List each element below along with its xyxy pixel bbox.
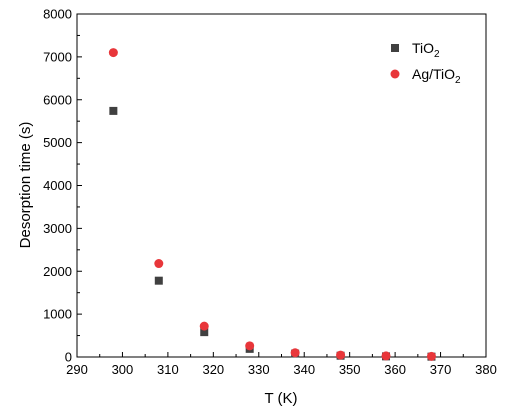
legend-label-ag-tio2: Ag/TiO2 [412, 66, 461, 86]
x-tick-label: 320 [202, 362, 224, 377]
legend-marker-tio2 [391, 44, 399, 52]
ag-tio2-point [108, 48, 118, 58]
tio2-point [200, 328, 209, 337]
y-tick-label: 4000 [43, 178, 72, 193]
y-tick-label: 3000 [43, 221, 72, 236]
x-tick-label: 330 [248, 362, 270, 377]
y-axis-title: Desorption time (s) [17, 122, 34, 249]
y-tick-label: 2000 [43, 264, 72, 279]
ag-tio2-point [290, 348, 300, 358]
y-tick-label: 5000 [43, 135, 72, 150]
ag-tio2-point [199, 321, 209, 331]
y-tick-label: 8000 [43, 7, 72, 22]
tio2-point [154, 276, 163, 285]
ag-tio2-point [426, 351, 436, 361]
tio2-point [109, 106, 118, 115]
axis-ticks: 290 300 310 320 330 340 350 360 370 380 0 1000 2000 3… [43, 7, 497, 378]
x-tick-label: 380 [475, 362, 497, 377]
x-tick-label: 310 [157, 362, 179, 377]
x-tick-label: 370 [430, 362, 452, 377]
y-tick-label: 0 [65, 350, 72, 365]
y-tick-label: 6000 [43, 92, 72, 107]
y-tick-label: 7000 [43, 49, 72, 64]
ag-tio2-point [154, 259, 164, 269]
x-tick-label: 300 [112, 362, 134, 377]
ag-tio2-point [336, 350, 346, 360]
legend: TiO2 Ag/TiO2 [390, 40, 461, 86]
ag-tio2-point [245, 341, 255, 351]
data-points [108, 48, 436, 361]
x-tick-label: 290 [66, 362, 88, 377]
ag-tio2-point [381, 351, 391, 361]
x-tick-label: 360 [384, 362, 406, 377]
legend-label-tio2: TiO2 [412, 40, 440, 60]
legend-marker-ag-tio2 [390, 69, 400, 79]
y-tick-label: 1000 [43, 307, 72, 322]
x-tick-label: 340 [293, 362, 315, 377]
x-tick-label: 350 [339, 362, 361, 377]
x-axis-title: T (K) [264, 390, 297, 407]
